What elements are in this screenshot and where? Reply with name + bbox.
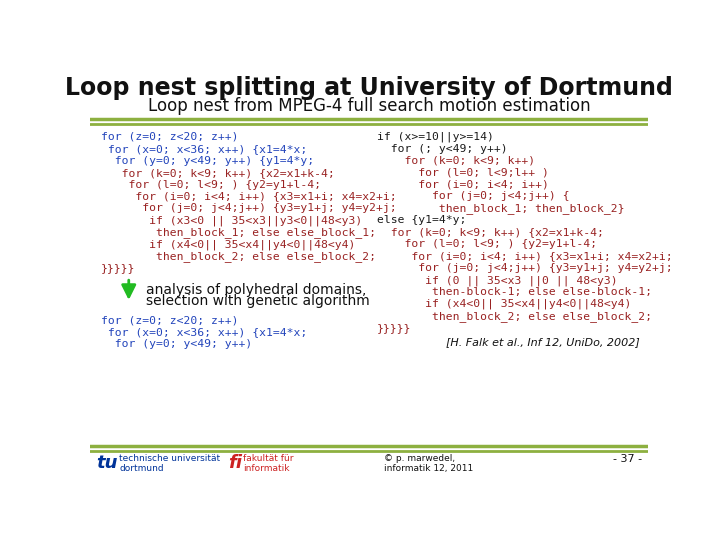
Text: if (0 || 35<x3 ||0 || 48<y3): if (0 || 35<x3 ||0 || 48<y3) bbox=[377, 275, 617, 286]
Text: for (j=0; j<4;j++) {: for (j=0; j<4;j++) { bbox=[377, 192, 570, 201]
Text: fi: fi bbox=[228, 455, 242, 472]
Text: for (l=0; l<9;l++ ): for (l=0; l<9;l++ ) bbox=[377, 167, 549, 178]
Text: for (j=0; j<4;j++) {y3=y1+j; y4=y2+j;: for (j=0; j<4;j++) {y3=y1+j; y4=y2+j; bbox=[377, 263, 672, 273]
Text: if (x3<0 || 35<x3||y3<0||48<y3): if (x3<0 || 35<x3||y3<0||48<y3) bbox=[101, 215, 362, 226]
Text: for (i=0; i<4; i++): for (i=0; i<4; i++) bbox=[377, 179, 549, 190]
Text: then_block_2; else else_block_2;: then_block_2; else else_block_2; bbox=[377, 311, 652, 322]
Text: © p. marwedel,: © p. marwedel, bbox=[384, 454, 456, 463]
Text: then_block_1; else else_block_1;: then_block_1; else else_block_1; bbox=[101, 227, 376, 238]
Text: for (z=0; z<20; z++): for (z=0; z<20; z++) bbox=[101, 315, 238, 325]
Text: fakultät für: fakultät für bbox=[243, 454, 294, 463]
Text: technische universität: technische universität bbox=[120, 454, 220, 463]
Text: selection with genetic algorithm: selection with genetic algorithm bbox=[145, 294, 369, 308]
Text: informatik: informatik bbox=[243, 464, 290, 474]
Text: informatik 12, 2011: informatik 12, 2011 bbox=[384, 464, 474, 474]
Text: for (x=0; x<36; x++) {x1=4*x;: for (x=0; x<36; x++) {x1=4*x; bbox=[101, 327, 307, 337]
Text: for (x=0; x<36; x++) {x1=4*x;: for (x=0; x<36; x++) {x1=4*x; bbox=[101, 144, 307, 154]
Text: for (y=0; y<49; y++) {y1=4*y;: for (y=0; y<49; y++) {y1=4*y; bbox=[101, 156, 314, 166]
Text: analysis of polyhedral domains,: analysis of polyhedral domains, bbox=[145, 283, 366, 296]
Text: for (; y<49; y++): for (; y<49; y++) bbox=[377, 144, 508, 154]
Text: for (z=0; z<20; z++): for (z=0; z<20; z++) bbox=[101, 132, 238, 142]
Text: for (k=0; k<9; k++) {x2=x1+k-4;: for (k=0; k<9; k++) {x2=x1+k-4; bbox=[101, 167, 335, 178]
Text: dortmund: dortmund bbox=[120, 464, 164, 474]
Text: Loop nest splitting at University of Dortmund: Loop nest splitting at University of Dor… bbox=[65, 76, 673, 100]
Text: }}}}}: }}}}} bbox=[101, 263, 135, 273]
Text: for (j=0; j<4;j++) {y3=y1+j; y4=y2+j;: for (j=0; j<4;j++) {y3=y1+j; y4=y2+j; bbox=[101, 204, 397, 213]
Text: for (i=0; i<4; i++) {x3=x1+i; x4=x2+i;: for (i=0; i<4; i++) {x3=x1+i; x4=x2+i; bbox=[377, 251, 672, 261]
Text: if (x4<0|| 35<x4||y4<0||48<y4): if (x4<0|| 35<x4||y4<0||48<y4) bbox=[377, 299, 631, 309]
Text: for (l=0; l<9; ) {y2=y1+l-4;: for (l=0; l<9; ) {y2=y1+l-4; bbox=[101, 179, 321, 190]
Text: else {y1=4*y;: else {y1=4*y; bbox=[377, 215, 466, 225]
Text: - 37 -: - 37 - bbox=[613, 454, 642, 464]
Text: for (k=0; k<9; k++): for (k=0; k<9; k++) bbox=[377, 156, 535, 166]
Text: tu: tu bbox=[96, 455, 117, 472]
Text: for (y=0; y<49; y++): for (y=0; y<49; y++) bbox=[101, 339, 252, 349]
Text: for (l=0; l<9; ) {y2=y1+l-4;: for (l=0; l<9; ) {y2=y1+l-4; bbox=[377, 239, 597, 249]
Text: then_block_1; then_block_2}: then_block_1; then_block_2} bbox=[377, 204, 624, 214]
Text: [H. Falk et al., Inf 12, UniDo, 2002]: [H. Falk et al., Inf 12, UniDo, 2002] bbox=[446, 337, 640, 347]
Text: for (i=0; i<4; i++) {x3=x1+i; x4=x2+i;: for (i=0; i<4; i++) {x3=x1+i; x4=x2+i; bbox=[101, 192, 397, 201]
Text: then-block-1; else else-block-1;: then-block-1; else else-block-1; bbox=[377, 287, 652, 297]
Text: if (x>=10||y>=14): if (x>=10||y>=14) bbox=[377, 132, 494, 142]
Text: }}}}}: }}}}} bbox=[377, 323, 411, 333]
Text: Loop nest from MPEG-4 full search motion estimation: Loop nest from MPEG-4 full search motion… bbox=[148, 97, 590, 116]
Text: if (x4<0|| 35<x4||y4<0||48<y4): if (x4<0|| 35<x4||y4<0||48<y4) bbox=[101, 239, 355, 249]
Text: then_block_2; else else_block_2;: then_block_2; else else_block_2; bbox=[101, 251, 376, 262]
Text: for (k=0; k<9; k++) {x2=x1+k-4;: for (k=0; k<9; k++) {x2=x1+k-4; bbox=[377, 227, 603, 237]
